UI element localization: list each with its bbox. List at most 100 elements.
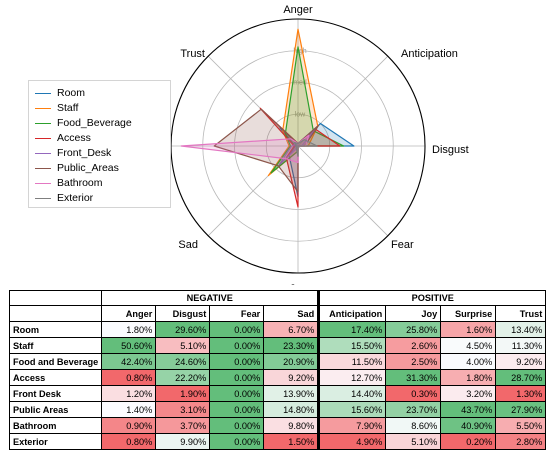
table-cell: 23.30%: [263, 337, 320, 354]
table-cell: 1.80%: [101, 321, 157, 338]
column-header-trust: Trust: [495, 305, 547, 322]
table-cell: 6.70%: [263, 321, 320, 338]
legend-item: Front_Desk: [35, 146, 111, 160]
table-cell: 15.50%: [317, 337, 387, 354]
ring-label: high: [293, 48, 306, 55]
table-cell: 42.40%: [101, 353, 157, 370]
axis-label-trust: Trust: [180, 48, 205, 60]
legend-swatch: [35, 107, 51, 109]
table-cell: 43.70%: [440, 401, 497, 418]
table-cell: 0.80%: [101, 433, 157, 450]
column-header-surprise: Surprise: [440, 305, 497, 322]
table-cell: 0.00%: [209, 433, 265, 450]
table-cell: 2.50%: [385, 353, 442, 370]
chart-legend: Room Staff Food_Beverage Access Front_Desk Pu…: [28, 80, 171, 208]
axis-label-disgust: Disgust: [432, 144, 469, 156]
table-cell: 20.90%: [263, 353, 320, 370]
row-label: Public Areas: [8, 401, 103, 418]
table-cell: 5.50%: [495, 417, 547, 434]
row-label: Room: [8, 321, 103, 338]
table-cell: 3.70%: [155, 417, 211, 434]
table-cell: 1.50%: [263, 433, 320, 450]
table-cell: 22.20%: [155, 369, 211, 386]
table-cell: 14.40%: [317, 385, 387, 402]
axis-label-anger: Anger: [283, 4, 313, 16]
table-cell: 3.10%: [155, 401, 211, 418]
legend-label: Room: [57, 87, 86, 99]
table-cell: 7.90%: [317, 417, 387, 434]
group-header-negative: NEGATIVE: [101, 290, 320, 306]
ring-label: med: [293, 80, 307, 87]
table-cell: 1.80%: [440, 369, 497, 386]
table-cell: 31.30%: [385, 369, 442, 386]
group-header-positive: POSITIVE: [317, 290, 547, 306]
legend-item: Access: [35, 131, 91, 145]
legend-label: Public_Areas: [57, 162, 119, 174]
table-cell: 1.60%: [440, 321, 497, 338]
table-cell: 9.20%: [263, 369, 320, 386]
table-cell: 13.90%: [263, 385, 320, 402]
table-cell: 28.70%: [495, 369, 547, 386]
series-exterior: [293, 139, 318, 157]
table-cell: 3.20%: [440, 385, 497, 402]
table-row: Bathroom 0.90% 3.70% 0.00% 9.80% 7.90% 8.60% 40…: [8, 417, 547, 434]
table-cell: 0.00%: [209, 369, 265, 386]
table-cell: 14.80%: [263, 401, 320, 418]
table-cell: 0.90%: [101, 417, 157, 434]
row-label: Staff: [8, 337, 103, 354]
table-row: Front Desk 1.20% 1.90% 0.00% 13.90% 14.40% 0.3…: [8, 385, 547, 402]
legend-label: Staff: [57, 102, 79, 114]
table-cell: 23.70%: [385, 401, 442, 418]
legend-label: Exterior: [57, 192, 94, 204]
table-cell: 5.10%: [155, 337, 211, 354]
legend-swatch: [35, 92, 51, 94]
table-cell: 29.60%: [155, 321, 211, 338]
table-cell: 0.00%: [209, 385, 265, 402]
table-cell: 40.90%: [440, 417, 497, 434]
axis-label-anticipation: Anticipation: [401, 48, 458, 60]
legend-item: Food_Beverage: [35, 116, 132, 130]
table-cell: 24.60%: [155, 353, 211, 370]
table-cell: 15.60%: [317, 401, 387, 418]
legend-item: Public_Areas: [35, 161, 119, 175]
legend-item: Exterior: [35, 191, 93, 205]
table-cell: 0.00%: [209, 417, 265, 434]
table-cell: 4.00%: [440, 353, 497, 370]
axis-label-joy: Joy: [289, 283, 307, 285]
legend-swatch: [35, 182, 51, 184]
table-cell: 25.80%: [385, 321, 442, 338]
table-cell: 50.60%: [101, 337, 157, 354]
column-header-sad: Sad: [263, 305, 320, 322]
row-label: Access: [8, 369, 103, 386]
column-header-disgust: Disgust: [155, 305, 211, 322]
column-header-fear: Fear: [209, 305, 265, 322]
table-cell: 12.70%: [317, 369, 387, 386]
table-row: Food and Beverage 42.40% 24.60% 0.00% 20.90%…: [8, 353, 547, 370]
axis-label-sad: Sad: [178, 239, 198, 251]
table-cell: 2.80%: [495, 433, 547, 450]
table-cell: 1.30%: [495, 385, 547, 402]
legend-item: Room: [35, 86, 85, 100]
table-cell: 4.90%: [317, 433, 387, 450]
table-cell: 1.40%: [101, 401, 157, 418]
emotion-table: NEGATIVE POSITIVE Anger Disgust Fear Sad Anti…: [8, 290, 547, 450]
row-label: Exterior: [8, 433, 103, 450]
series-bathroom: [180, 134, 310, 164]
table-row: Exterior 0.80% 9.90% 0.00% 1.50% 4.90% 5.10% 0.…: [8, 433, 547, 450]
table-cell: 13.40%: [495, 321, 547, 338]
table-cell: 0.20%: [440, 433, 497, 450]
table-cell: 17.40%: [317, 321, 387, 338]
legend-label: Food_Beverage: [57, 117, 132, 129]
legend-item: Staff: [35, 101, 78, 115]
table-cell: 4.50%: [440, 337, 497, 354]
ring-label: low: [295, 111, 306, 118]
legend-swatch: [35, 167, 51, 169]
table-cell: 2.60%: [385, 337, 442, 354]
legend-item: Bathroom: [35, 176, 103, 190]
table-cell: 9.90%: [155, 433, 211, 450]
outer-ring: [170, 18, 426, 274]
row-label: Front Desk: [8, 385, 103, 402]
legend-swatch: [35, 137, 51, 139]
table-row: Public Areas 1.40% 3.10% 0.00% 14.80% 15.60% 2…: [8, 401, 547, 418]
table-cell: 9.20%: [495, 353, 547, 370]
